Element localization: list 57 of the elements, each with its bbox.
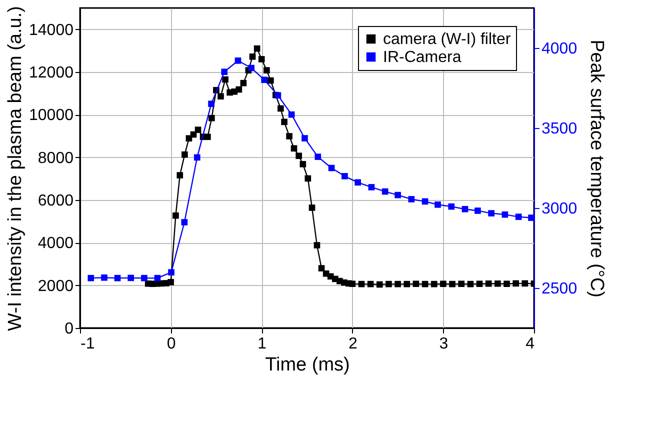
y-tick-label: 10000 xyxy=(29,107,74,124)
point xyxy=(181,219,188,226)
point xyxy=(114,274,121,282)
y-tick-label: 4000 xyxy=(38,235,74,252)
point xyxy=(488,210,494,216)
point xyxy=(448,203,455,210)
x-tick-label: 3 xyxy=(439,336,448,352)
point xyxy=(234,57,242,64)
point xyxy=(221,68,228,76)
y-tick-label: 0 xyxy=(64,320,74,338)
x-axis-title: Time (ms) xyxy=(265,354,350,376)
point xyxy=(528,214,534,221)
y-tick-label: 14000 xyxy=(29,22,74,39)
point xyxy=(88,274,94,282)
x-tick-label: 1 xyxy=(258,336,267,352)
point xyxy=(101,274,108,281)
point xyxy=(261,76,268,84)
x-tick-label: 4 xyxy=(526,336,535,352)
legend-label: camera (W-I) filter xyxy=(383,31,512,48)
y2-tick-label: 3000 xyxy=(542,200,578,218)
point xyxy=(168,269,174,276)
point xyxy=(408,196,415,202)
y-axis-title: W-I intensity in the plasma beam (a.u.) xyxy=(5,6,26,331)
point xyxy=(328,164,335,172)
y-tick-label: 8000 xyxy=(38,150,74,167)
point xyxy=(368,184,375,190)
x-tick-label: -1 xyxy=(80,336,95,352)
y2-tick-label: 4000 xyxy=(542,40,578,58)
point xyxy=(274,92,282,99)
x-tick-label: 2 xyxy=(348,336,358,352)
point xyxy=(194,154,200,161)
point xyxy=(302,135,308,142)
x-tick-label: 0 xyxy=(166,336,176,352)
point xyxy=(128,274,134,282)
point xyxy=(354,179,362,186)
point xyxy=(288,111,295,118)
legend-label: IR-Camera xyxy=(383,49,462,66)
point xyxy=(154,274,161,282)
y-tick-label: 12000 xyxy=(29,64,74,82)
point xyxy=(342,173,348,180)
point xyxy=(248,64,255,72)
y2-tick-label: 3500 xyxy=(542,120,578,138)
y2-axis-title: Peak surface temperature (°C) xyxy=(586,40,608,298)
point xyxy=(515,214,522,220)
point xyxy=(474,208,481,214)
point xyxy=(502,211,508,218)
point xyxy=(434,201,441,208)
y-tick-label: 6000 xyxy=(38,192,74,210)
point xyxy=(314,154,322,160)
point xyxy=(382,188,388,195)
point xyxy=(208,100,214,108)
point xyxy=(394,192,401,198)
point xyxy=(422,198,428,205)
point xyxy=(141,274,148,282)
y2-tick-label: 2500 xyxy=(542,280,578,298)
point xyxy=(462,206,468,212)
y-tick-label: 2000 xyxy=(38,278,74,295)
